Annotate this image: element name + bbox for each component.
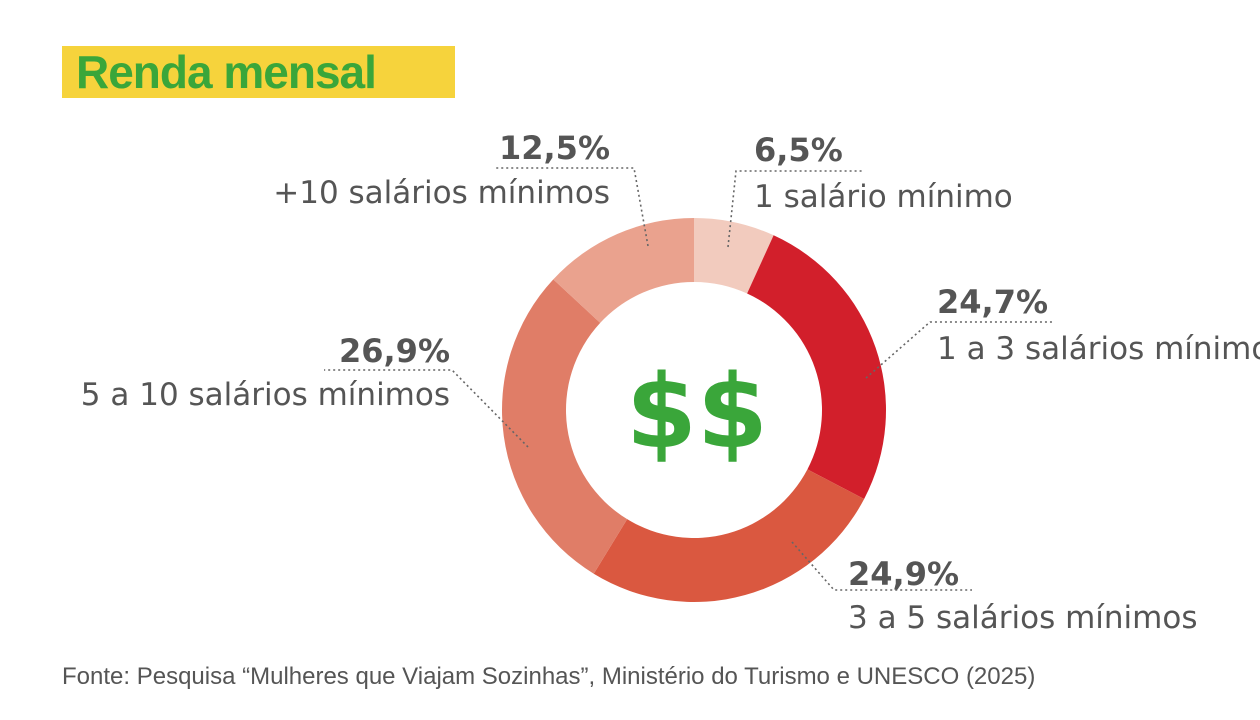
slice-value-label-10-plus: 12,5% [499, 129, 610, 167]
title-highlight: Renda mensal [62, 46, 455, 98]
leader-line-1-a-3 [865, 321, 1054, 379]
source-note: Fonte: Pesquisa “Mulheres que Viajam Soz… [62, 663, 1036, 690]
leader-line-5-a-10 [324, 369, 529, 448]
donut-slice-5-a-10 [501, 279, 628, 574]
slice-category-label-3-a-5: 3 a 5 salários mínimos [848, 600, 1197, 636]
leader-line-10-plus [494, 167, 649, 247]
leader-line-1-salario [727, 170, 864, 248]
slice-value-label-1-a-3: 24,7% [937, 283, 1048, 321]
center-money-icon: $$ [626, 353, 768, 472]
slice-value-label-3-a-5: 24,9% [848, 555, 959, 593]
donut-slice-3-a-5 [593, 469, 865, 603]
slice-category-label-1-salario: 1 salário mínimo [754, 179, 1013, 215]
slice-value-label-5-a-10: 26,9% [339, 332, 450, 370]
slice-category-label-5-a-10: 5 a 10 salários mínimos [81, 377, 450, 413]
leader-lines [324, 167, 1054, 591]
slice-category-label-10-plus: +10 salários mínimos [273, 175, 610, 211]
leader-line-3-a-5 [791, 541, 972, 591]
chart-title: Renda mensal [76, 46, 377, 98]
donut-slice-1-a-3 [747, 235, 887, 499]
donut-slice-10-plus [553, 218, 694, 323]
slice-category-label-1-a-3: 1 a 3 salários mínimos [937, 331, 1260, 367]
slice-value-label-1-salario: 6,5% [754, 131, 843, 169]
donut-slices [501, 218, 887, 603]
donut-slice-1-salario [694, 218, 774, 294]
